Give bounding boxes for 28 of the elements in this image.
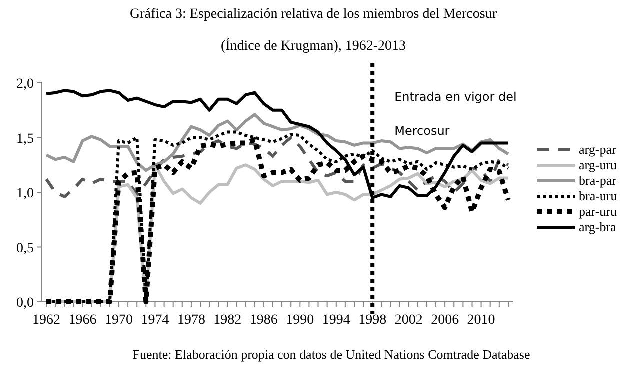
- x-tick-label: 1998: [358, 313, 387, 328]
- x-tick-label: 1986: [250, 313, 278, 328]
- y-tick-label: 0,0: [16, 296, 34, 311]
- x-tick-label: 1990: [286, 313, 314, 328]
- legend-label: bra-uru: [579, 188, 618, 204]
- x-tick-label: 1974: [141, 313, 170, 328]
- chart-title: Gráfica 3: Especialización relativa de los miembros del Mercosur: [130, 7, 498, 22]
- x-tick-label: 1970: [104, 313, 133, 328]
- y-tick-label: 1,5: [16, 132, 34, 147]
- legend-label: par-uru: [579, 204, 618, 219]
- legend-label: arg-bra: [579, 220, 617, 234]
- y-tick-label: 2,0: [16, 77, 34, 92]
- y-tick-label: 1,0: [16, 186, 34, 202]
- x-tick-label: 1962: [32, 313, 61, 328]
- x-tick-label: 1966: [68, 313, 97, 328]
- x-tick-label: 1978: [177, 313, 206, 328]
- source-note: Fuente: Elaboración propia con datos de United Nations Comtrade Database: [132, 347, 530, 362]
- y-tick-label: 0,5: [16, 241, 34, 256]
- x-tick-label: 1994: [322, 313, 350, 328]
- x-tick-label: 2002: [394, 313, 423, 328]
- legend-label: arg-uru: [579, 158, 618, 172]
- chart-subtitle: (Índice de Krugman), 1962-2013: [220, 37, 406, 54]
- x-tick-label: 1982: [214, 313, 242, 328]
- legend-label: bra-par: [579, 173, 618, 188]
- legend-label: arg-par: [579, 142, 617, 157]
- x-tick-label: 2010: [467, 313, 496, 328]
- text: Entrada en vigor del Mercosur: [394, 90, 517, 138]
- x-tick-label: 2006: [431, 313, 460, 328]
